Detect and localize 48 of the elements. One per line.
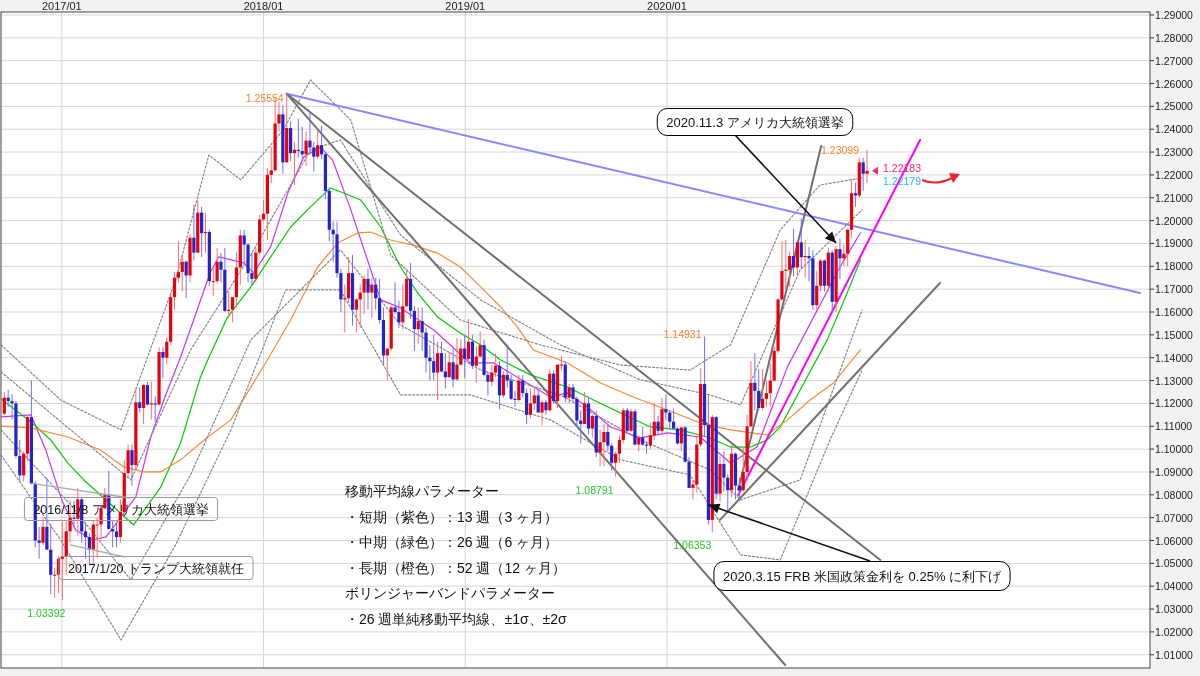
annotation: 2020.11.3 アメリカ大統領選挙 [666, 114, 844, 130]
annotation: 2017/1/20 トランプ大統領就任 [67, 561, 245, 576]
annotation: 1.25554 [245, 91, 284, 104]
y-tick-label: 1.06000 [1155, 534, 1194, 547]
annotation: 1.14931 [663, 328, 702, 341]
y-tick-label: 1.01000 [1155, 648, 1194, 661]
y-tick-label: 1.24000 [1155, 123, 1194, 136]
y-tick-label: 1.18000 [1155, 260, 1194, 273]
y-tick-label: 1.27000 [1155, 54, 1194, 67]
annotation: ボリンジャーバンドパラメーター [345, 585, 555, 602]
y-tick-label: 1.14000 [1155, 351, 1194, 364]
annotation: ・中期（緑色）：26 週（6 ヶ月） [345, 534, 559, 551]
x-tick-label: 2019/01 [445, 0, 486, 12]
y-tick-label: 1.21000 [1155, 191, 1194, 204]
annotation: ・26 週単純移動平均線、±1σ、±2σ [345, 611, 568, 627]
y-tick-label: 1.25000 [1155, 100, 1194, 113]
x-tick-label: 2017/01 [41, 0, 82, 12]
annotation: 1.23099 [821, 143, 860, 156]
y-tick-label: 1.07000 [1155, 511, 1194, 524]
y-tick-label: 1.12000 [1155, 397, 1194, 410]
annotation: 1.03392 [27, 607, 66, 620]
y-tick-label: 1.02000 [1155, 625, 1194, 638]
y-tick-label: 1.08000 [1155, 488, 1194, 501]
annotation: 1.08791 [575, 483, 614, 496]
annotation: ・長期（橙色）：52 週（12 ヶ月） [345, 559, 566, 576]
y-tick-label: 1.22000 [1155, 168, 1194, 181]
annotation: ・短期（紫色）：13 週（3 ヶ月） [345, 508, 559, 525]
annotation: 2020.3.15 FRB 米国政策金利を 0.25% に利下げ [722, 568, 1003, 584]
y-tick-label: 1.26000 [1155, 77, 1194, 90]
y-tick-label: 1.29000 [1155, 8, 1194, 21]
y-tick-label: 1.04000 [1155, 580, 1194, 593]
y-tick-label: 1.13000 [1155, 374, 1194, 387]
y-tick-label: 1.05000 [1155, 557, 1194, 570]
y-tick-label: 1.11000 [1155, 420, 1193, 433]
annotation: 移動平均線パラメーター [345, 483, 499, 499]
y-tick-label: 1.16000 [1155, 306, 1194, 319]
x-tick-label: 2020/01 [647, 0, 687, 12]
callout: 2017/1/20 トランプ大統領就任 [58, 544, 254, 580]
y-tick-label: 1.20000 [1155, 214, 1194, 227]
y-tick-label: 1.17000 [1155, 283, 1194, 296]
y-tick-label: 1.19000 [1155, 237, 1194, 250]
y-tick-label: 1.28000 [1155, 31, 1194, 44]
y-tick-label: 1.09000 [1155, 465, 1194, 478]
y-tick-label: 1.10000 [1155, 443, 1194, 456]
y-tick-label: 1.03000 [1155, 603, 1194, 616]
y-tick-label: 1.23000 [1155, 146, 1194, 159]
y-tick-label: 1.15000 [1155, 328, 1194, 341]
x-tick-label: 2018/01 [243, 0, 284, 12]
